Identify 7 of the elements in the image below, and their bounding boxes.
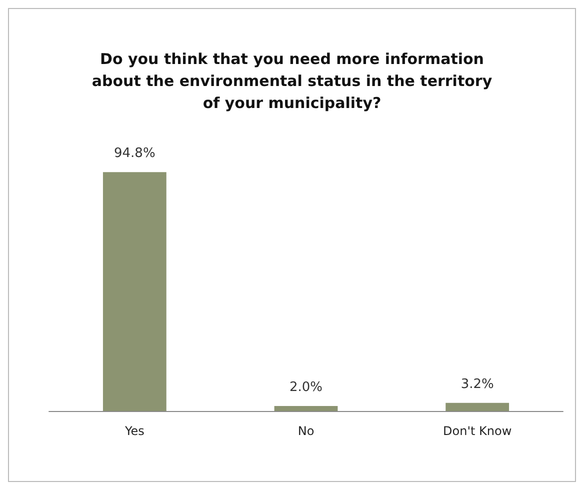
x-tick-label: Don't Know [443,424,512,438]
data-label: 2.0% [289,380,323,395]
x-tick-label: No [298,424,314,438]
data-label: 94.8% [114,146,156,162]
data-label: 3.2% [460,376,494,392]
chart-title: Do you think that you need more information about the environmental status in the territory of your municipality? [92,50,492,112]
x-tick-label: Yes [124,424,144,438]
